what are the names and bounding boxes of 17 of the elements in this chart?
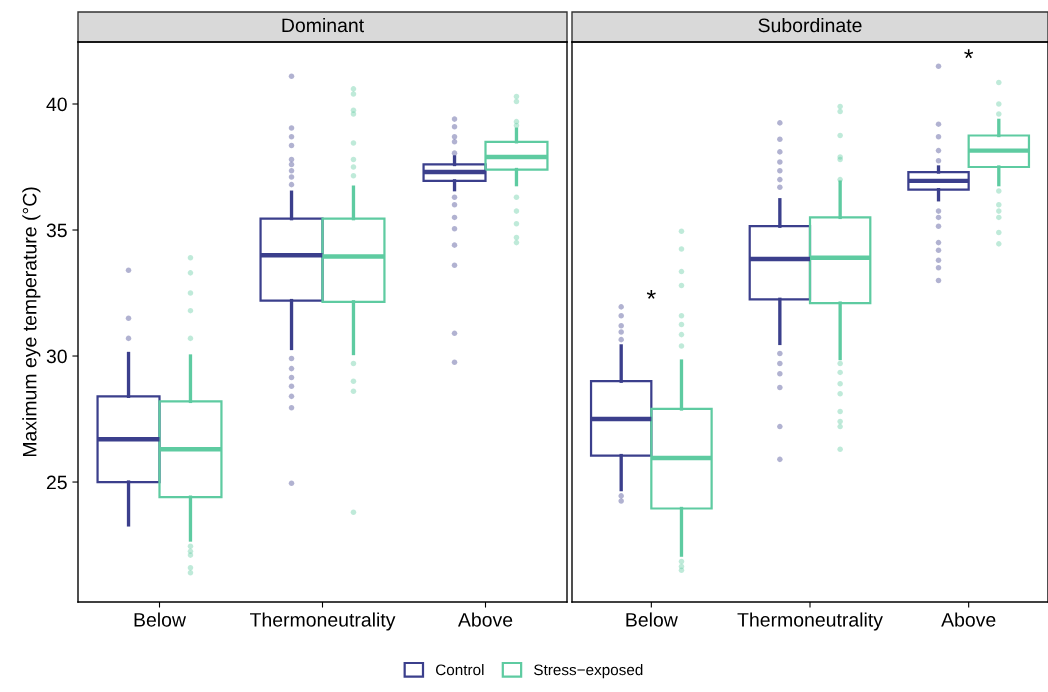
x-tick-label: Above xyxy=(941,612,996,627)
chart-title: Dominant xyxy=(282,17,364,33)
y-tick-label: 25 xyxy=(46,475,67,490)
annotation: * xyxy=(964,49,974,59)
x-tick-label: Thermoneutrality xyxy=(250,612,396,631)
annotation: * xyxy=(646,290,656,299)
y-tick-label: 40 xyxy=(46,97,67,112)
x-tick-label: Below xyxy=(134,612,187,627)
y-axis-title: Maximum eye temperature (°C) xyxy=(22,187,41,457)
legend-label: Control xyxy=(436,664,484,676)
y-tick-label: 30 xyxy=(46,349,67,364)
y-tick-label: 35 xyxy=(46,223,67,238)
x-tick-label: Thermoneutrality xyxy=(737,612,883,631)
chart-title: Subordinate xyxy=(758,17,862,33)
legend-label: Stress−exposed xyxy=(534,664,643,679)
x-tick-label: Above xyxy=(457,612,513,627)
x-tick-label: Below xyxy=(626,612,678,627)
